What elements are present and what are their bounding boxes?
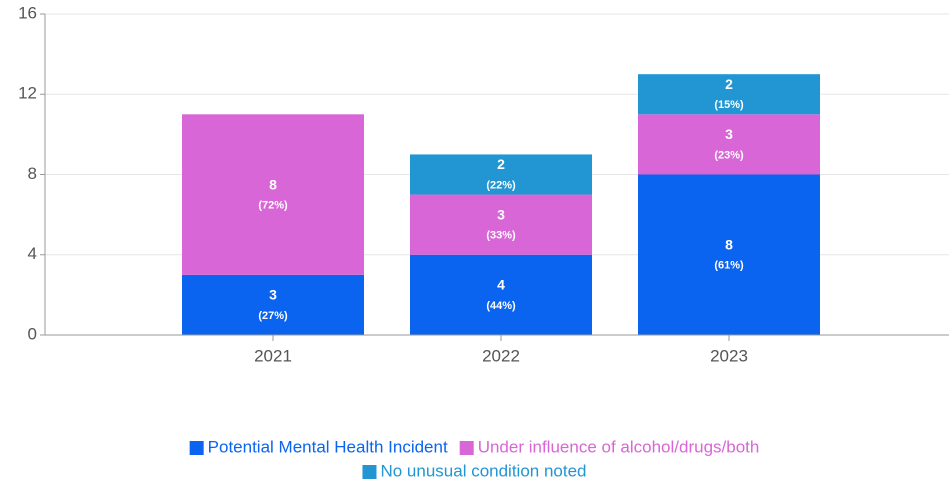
legend-label: Under influence of alcohol/drugs/both (478, 437, 760, 456)
legend-swatch (459, 441, 474, 455)
y-tick-label: 16 (18, 3, 37, 22)
percent-label: (33%) (486, 230, 516, 242)
y-tick-label: 4 (28, 244, 37, 263)
value-label: 8 (269, 176, 277, 192)
y-tick-label: 12 (18, 84, 37, 103)
legend-swatch (362, 465, 377, 479)
legend-item[interactable]: Potential Mental Health Incident (189, 437, 448, 456)
bar-segment (638, 114, 820, 175)
percent-label: (44%) (486, 300, 516, 312)
value-label: 3 (269, 287, 277, 303)
bar-segment (410, 154, 592, 195)
bar-segment (182, 274, 364, 335)
bar-segment (410, 254, 592, 335)
y-tick-label: 8 (28, 164, 37, 183)
percent-label: (61%) (714, 260, 744, 272)
bar-segment (410, 194, 592, 255)
bar-segment (182, 114, 364, 275)
value-label: 3 (497, 206, 505, 222)
value-label: 2 (497, 156, 505, 172)
percent-label: (22%) (486, 179, 516, 191)
legend-label: Potential Mental Health Incident (208, 437, 448, 456)
y-tick-label: 0 (28, 324, 37, 343)
x-tick-label: 2022 (482, 346, 520, 365)
legend-label: No unusual condition noted (380, 461, 586, 480)
legend-item[interactable]: Under influence of alcohol/drugs/both (459, 437, 760, 456)
legend-item[interactable]: No unusual condition noted (362, 461, 587, 480)
value-label: 4 (497, 277, 505, 293)
value-label: 2 (725, 76, 733, 92)
legend-swatch (189, 441, 204, 455)
bar-segment (638, 74, 820, 115)
percent-label: (15%) (714, 99, 744, 111)
value-label: 8 (725, 236, 733, 252)
bar-segment (638, 174, 820, 335)
percent-label: (23%) (714, 149, 744, 161)
x-tick-label: 2021 (254, 346, 292, 365)
value-label: 3 (725, 126, 733, 142)
percent-label: (72%) (258, 199, 288, 211)
x-tick-label: 2023 (710, 346, 748, 365)
percent-label: (27%) (258, 310, 288, 322)
